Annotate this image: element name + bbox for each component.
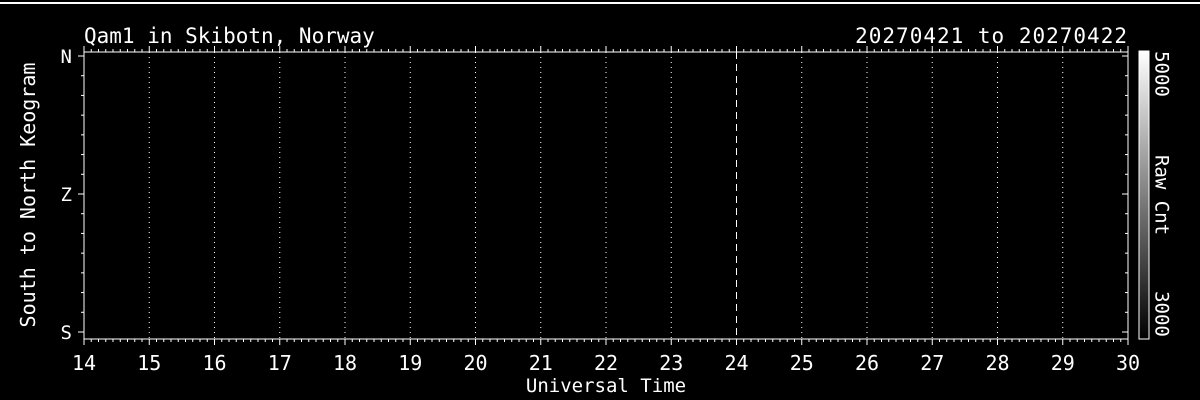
y-tick-label: N <box>61 46 72 68</box>
x-tick-label: 30 <box>1116 351 1140 375</box>
x-tick-label: 22 <box>594 351 618 375</box>
x-tick-label: 28 <box>985 351 1009 375</box>
x-tick-label: 25 <box>790 351 814 375</box>
colorbar <box>1138 50 1150 340</box>
y-axis-title: South to North Keogram <box>16 62 40 328</box>
x-tick-label: 18 <box>333 351 357 375</box>
colorbar-min-label: 3000 <box>1150 291 1173 337</box>
x-tick-label: 23 <box>659 351 683 375</box>
x-tick-label: 20 <box>463 351 487 375</box>
plot-frame <box>83 51 1129 340</box>
colorbar-title: Raw Cnt <box>1150 154 1173 236</box>
y-tick-label: Z <box>61 184 72 206</box>
x-tick-label: 15 <box>137 351 161 375</box>
x-tick-label: 17 <box>268 351 292 375</box>
plot-title: Qam1 in Skibotn, Norway <box>84 24 375 48</box>
colorbar-max-label: 5000 <box>1150 51 1173 97</box>
y-tick-label: S <box>61 322 72 344</box>
x-tick-label: 14 <box>72 351 96 375</box>
x-tick-label: 29 <box>1051 351 1075 375</box>
x-tick-label: 19 <box>398 351 422 375</box>
x-axis-title: Universal Time <box>525 375 687 397</box>
x-tick-label: 24 <box>724 351 748 375</box>
x-tick-label: 21 <box>529 351 553 375</box>
x-tick-label: 27 <box>920 351 944 375</box>
x-tick-label: 26 <box>855 351 879 375</box>
date-range-label: 20270421 to 20270422 <box>855 24 1128 48</box>
x-tick-label: 16 <box>202 351 226 375</box>
top-border-line <box>0 2 1200 4</box>
